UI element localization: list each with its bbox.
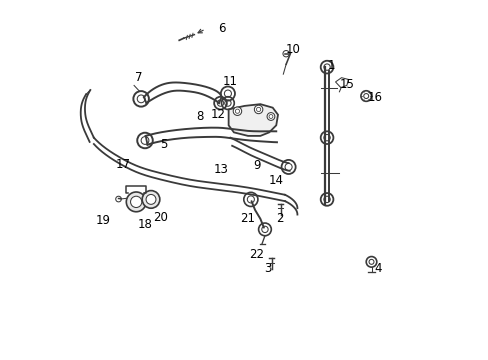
Text: 14: 14 — [268, 174, 283, 186]
Circle shape — [130, 196, 142, 207]
Text: 15: 15 — [339, 78, 353, 91]
Text: 2: 2 — [275, 212, 283, 225]
Text: 4: 4 — [374, 262, 382, 275]
Text: 10: 10 — [285, 43, 300, 56]
Text: 1: 1 — [326, 59, 334, 72]
Text: 12: 12 — [210, 108, 225, 121]
Circle shape — [266, 113, 274, 120]
Circle shape — [146, 194, 156, 204]
Polygon shape — [228, 104, 278, 136]
Text: 19: 19 — [96, 214, 111, 227]
Text: 3: 3 — [263, 262, 270, 275]
Circle shape — [254, 105, 263, 114]
Circle shape — [233, 107, 241, 116]
Circle shape — [126, 192, 146, 212]
Circle shape — [142, 190, 160, 208]
Text: 21: 21 — [239, 212, 254, 225]
Text: 13: 13 — [214, 163, 228, 176]
Text: 8: 8 — [196, 110, 203, 123]
Text: 6: 6 — [217, 22, 225, 35]
Text: 22: 22 — [248, 248, 263, 261]
Text: 17: 17 — [115, 158, 130, 171]
Text: 20: 20 — [153, 211, 167, 224]
Text: 18: 18 — [137, 217, 152, 231]
Text: 16: 16 — [367, 91, 382, 104]
Text: 7: 7 — [135, 71, 142, 84]
Text: 9: 9 — [253, 159, 260, 172]
Text: 11: 11 — [222, 75, 237, 88]
Text: 5: 5 — [160, 138, 167, 151]
